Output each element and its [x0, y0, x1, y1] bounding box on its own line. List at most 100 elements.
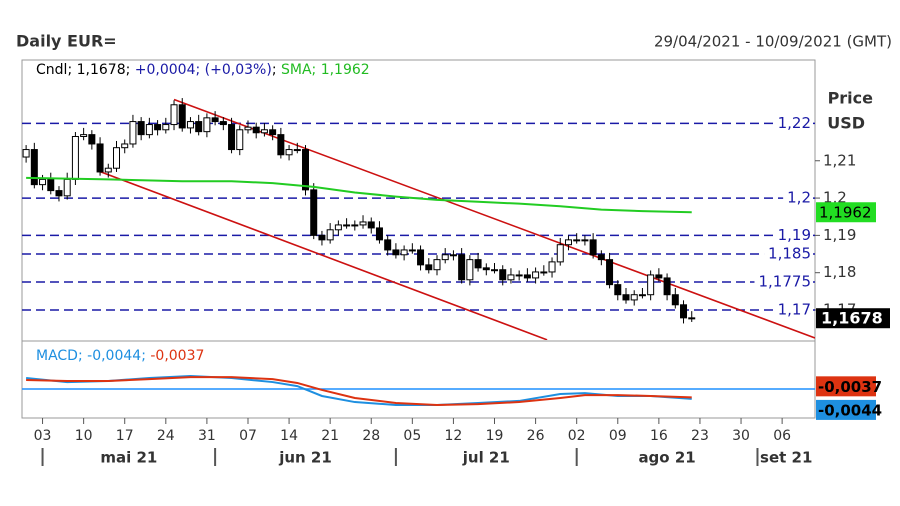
candle-body — [384, 239, 392, 251]
legend: Cndl; 1,1678; +0,0004; (+0,03%); SMA; 1,… — [36, 62, 370, 78]
y-tick-label: 1,18 — [823, 263, 856, 281]
x-tick-label: 06 — [773, 428, 791, 444]
candle-body — [375, 227, 383, 241]
x-tick-label: 31 — [198, 428, 216, 444]
candle-body — [244, 126, 252, 131]
candle-body — [113, 147, 121, 169]
candle-body — [88, 134, 96, 145]
candle-body — [178, 104, 186, 129]
candle-body — [614, 284, 622, 296]
candle-body — [449, 254, 457, 257]
candle-body — [359, 221, 367, 226]
month-label: jul 21 — [462, 449, 510, 467]
candle-body — [655, 274, 663, 279]
candle-body — [285, 149, 293, 156]
month-label: mai 21 — [100, 449, 157, 467]
x-tick-label: 12 — [445, 428, 463, 444]
candle-body — [597, 254, 605, 261]
legend-last: 1,1678 — [76, 62, 126, 78]
candle-body — [39, 178, 47, 186]
candle-body — [219, 121, 227, 126]
legend-macd: MACD — [36, 348, 78, 364]
level-label-bg — [783, 189, 813, 208]
legend-signal-last: -0,0037 — [150, 348, 205, 364]
x-tick-label: 24 — [157, 428, 175, 444]
x-tick-label: 02 — [568, 428, 586, 444]
candle-body — [80, 134, 88, 137]
last-price-label: 1,1678 — [821, 309, 883, 328]
x-tick-label: 30 — [732, 428, 750, 444]
candle-body — [236, 129, 244, 151]
candle-body — [647, 274, 655, 296]
level-label: 1,17 — [778, 301, 811, 319]
legend-candle: Cndl — [36, 62, 68, 78]
candle-body — [392, 249, 400, 256]
candle-body — [548, 261, 556, 273]
candle-body — [630, 294, 638, 301]
candle-body — [367, 221, 375, 229]
candle-body — [211, 117, 219, 123]
x-tick-label: 26 — [527, 428, 545, 444]
x-tick-label: 07 — [239, 428, 257, 444]
candle-body — [408, 249, 416, 252]
month-label: set 21 — [760, 449, 812, 467]
x-tick-label: 05 — [403, 428, 421, 444]
candle-body — [688, 317, 696, 320]
candle-body — [671, 294, 679, 306]
macd-tag-label: -0,0044 — [818, 401, 882, 419]
candle-body — [277, 134, 285, 156]
legend-sma-last: 1,1962 — [320, 62, 370, 78]
candle-body — [425, 264, 433, 271]
x-tick-label: 03 — [34, 428, 52, 444]
level-label-bg — [764, 245, 813, 264]
x-tick-label: 28 — [362, 428, 380, 444]
candle-body — [104, 167, 112, 173]
candle-body — [343, 224, 351, 227]
candle-body — [96, 143, 104, 173]
candle-body — [663, 277, 671, 296]
candle-body — [622, 294, 630, 301]
candle-body — [606, 259, 614, 286]
legend-change-pct: (+0,03%) — [204, 62, 272, 78]
level-label-bg — [773, 226, 813, 245]
candle-body — [30, 149, 38, 186]
candle-body — [458, 254, 466, 281]
candle-body — [293, 149, 301, 152]
x-tick-label: 21 — [321, 428, 339, 444]
candle-body — [523, 274, 531, 279]
legend-macd-last: -0,0044 — [87, 348, 142, 364]
last-price-tag — [816, 308, 890, 329]
level-label-bg — [773, 114, 813, 133]
level-label: 1,185 — [768, 245, 811, 263]
line-series — [26, 376, 692, 406]
trend-line — [99, 170, 548, 340]
x-tick-label: 09 — [609, 428, 627, 444]
x-tick-label: 19 — [486, 428, 504, 444]
month-label: jun 21 — [278, 449, 332, 467]
candle-body — [532, 271, 540, 279]
y-tick-label: 1,19 — [823, 226, 856, 244]
candle-body — [260, 129, 268, 134]
candle-body — [499, 269, 507, 281]
candle-body — [441, 254, 449, 261]
sma-tag — [816, 202, 876, 223]
candle-body — [515, 274, 523, 277]
candle-body — [310, 189, 318, 236]
candle-body — [400, 249, 408, 256]
candle-body — [556, 244, 564, 263]
candle-body — [589, 239, 597, 256]
sma-label: 1,1962 — [819, 204, 872, 222]
plot-border — [21, 59, 816, 419]
candle-body — [581, 239, 589, 242]
candle-body — [63, 178, 71, 197]
macd-tag — [816, 399, 876, 420]
candle-body — [540, 271, 548, 274]
candle-body — [466, 259, 474, 281]
month-label: ago 21 — [638, 449, 695, 467]
macd-tag-label: -0,0037 — [818, 378, 882, 396]
candle-body — [47, 178, 55, 192]
level-label-bg — [754, 273, 813, 292]
y-axis-label: Price — [828, 89, 874, 108]
